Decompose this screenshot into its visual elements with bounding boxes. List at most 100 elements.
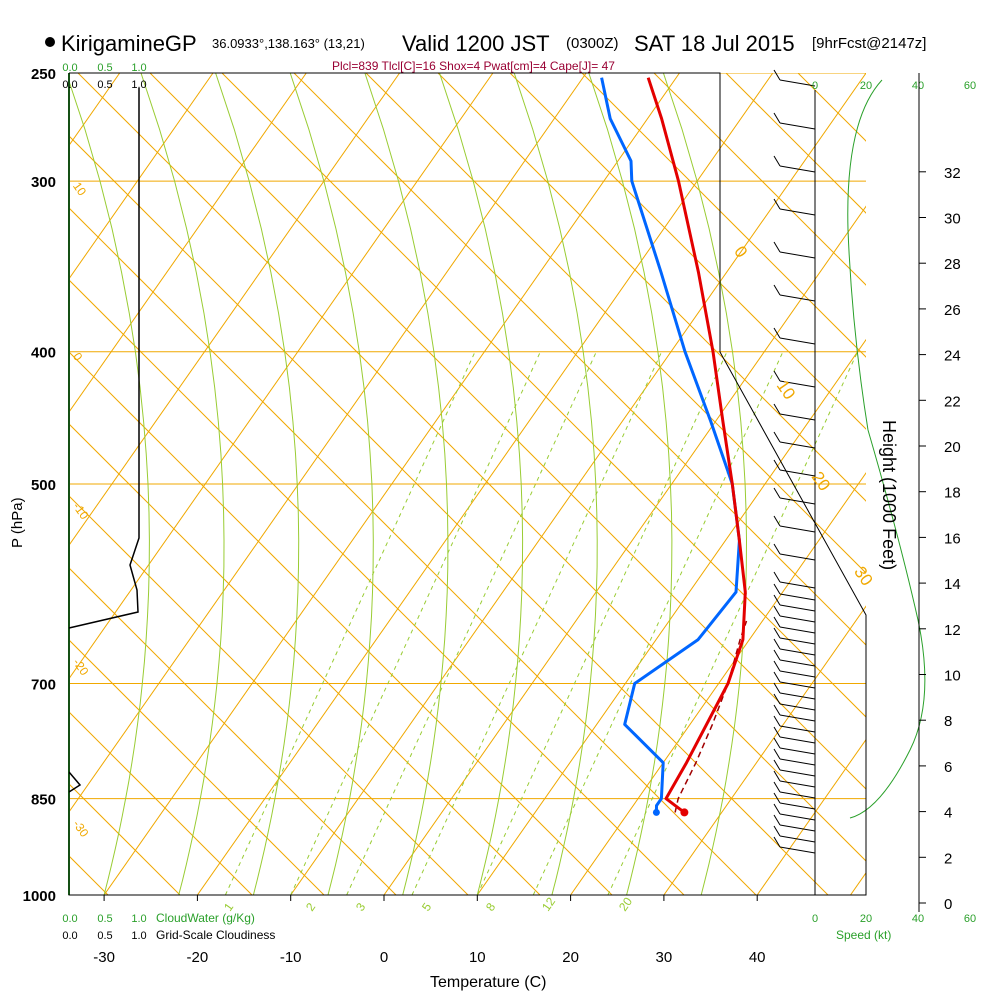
pressure-tick-label: 850 [31,792,56,809]
dry-adiabat-line [77,73,866,862]
wind-barb-flag [773,836,781,848]
mixing-ratio-label: 2 [303,900,318,914]
dry-adiabat-line [69,135,829,895]
dry-adiabat-line [221,73,866,718]
wind-barb-flag [773,241,781,253]
wind-barb [779,497,816,505]
wind-barb-flag [773,792,781,804]
wind-barb [779,692,816,700]
wind-barb-flag [773,814,781,826]
moist-adiabat-line [69,79,150,895]
wind-barb [779,802,816,810]
cloudiness-top-tick: 0.5 [97,79,112,91]
wind-barb [779,79,816,87]
station-coords: 36.0933°,138.163° (13,21) [212,36,365,51]
wind-barb [779,835,816,843]
x-tick-label: 30 [656,949,673,966]
dry-adiabat-line [69,711,253,895]
wind-barbs [773,69,816,854]
mixing-ratio-label: 12 [539,894,558,913]
wind-speed-label: Speed (kt) [836,928,891,942]
isotherm-line [0,73,26,895]
wind-speed-bottom-tick: 40 [912,913,924,925]
isotherm-line [69,73,307,413]
wind-barb-flag [773,737,781,749]
wind-barb [779,681,816,689]
dry-adiabat-line [293,73,866,646]
wind-barb-flag [773,459,781,471]
wind-barb [779,824,816,832]
wind-speed-top-tick: 40 [912,80,924,92]
mixing-ratio-line [224,351,476,895]
cloud-water-bottom-tick: 0.0 [62,913,77,925]
height-tick-label: 30 [944,211,961,228]
wind-barb-flag [773,825,781,837]
height-tick-label: 8 [944,713,952,730]
dry-adiabat-line [653,73,866,286]
dry-adiabat-line [69,495,469,895]
isotherm-line [290,73,866,895]
y-axis-title: P (hPa) [9,497,26,548]
wind-barb-flag [773,803,781,815]
pressure-tick-label: 1000 [23,888,56,905]
wind-barb-flag [773,284,781,296]
dry-adiabat-line [437,73,866,502]
wind-barb-flag [773,759,781,771]
wind-barb-flag [773,715,781,727]
wind-barb-flag [773,327,781,339]
height-tick-label: 32 [944,165,961,182]
wind-barb [779,626,816,634]
height-tick-label: 16 [944,530,961,547]
wind-barb-flag [773,431,781,443]
mixing-ratio-line [532,351,784,895]
height-tick-label: 0 [944,896,952,913]
wind-barb-flag [773,370,781,382]
wind-barb [779,581,816,589]
grid-lines [0,73,866,895]
moist-adiabat-line [215,73,300,895]
isotherm-line [570,472,866,895]
wind-barb-flag [773,198,781,210]
moist-adiabat-line [289,73,374,895]
wind-barb-flag [773,112,781,124]
moist-adiabat-line [513,73,598,895]
isotherm-line [850,871,866,895]
wind-barb [779,413,816,421]
isotherm-line [69,73,494,680]
wind-barb-flag [773,605,781,617]
height-axis-title: Height (1000 Feet) [879,420,899,570]
temperature-line [646,77,747,814]
valid-time: Valid 1200 JST [402,31,550,56]
wind-barb-flag [773,649,781,661]
cloudiness-low-line [68,771,82,793]
valid-date: SAT 18 Jul 2015 [634,31,795,56]
wind-speed-bottom-tick: 0 [812,913,818,925]
height-tick-label: 14 [944,576,961,593]
wind-barb-flag [773,781,781,793]
cloud-water-bottom-tick: 0.5 [97,913,112,925]
wind-barb [779,736,816,744]
cloud-water-bottom-tick: 1.0 [131,913,146,925]
isotherm-line [756,738,866,895]
wind-barb-flag [773,155,781,167]
moist-adiabat-line [439,73,524,895]
wind-barb [779,380,816,388]
wind-barb [779,758,816,766]
wind-barb [779,604,816,612]
x-tick-label: 20 [562,949,579,966]
wind-speed-top-tick: 60 [964,80,976,92]
dry-adiabat-line [509,73,866,430]
pressure-tick-label: 250 [31,66,56,83]
moist-adiabat-line [588,73,673,895]
cloudiness-profile-line [68,88,140,629]
dry-adiabat-line [725,73,866,214]
wind-barb-flag [773,487,781,499]
pressure-tick-label: 400 [31,345,56,362]
isotherm-line [103,73,680,895]
wind-barb [779,294,816,302]
wind-barb [779,813,816,821]
dry-adiabat-line [69,423,541,895]
isotherm-line [69,73,587,813]
mixing-ratio-label: 5 [419,900,434,914]
